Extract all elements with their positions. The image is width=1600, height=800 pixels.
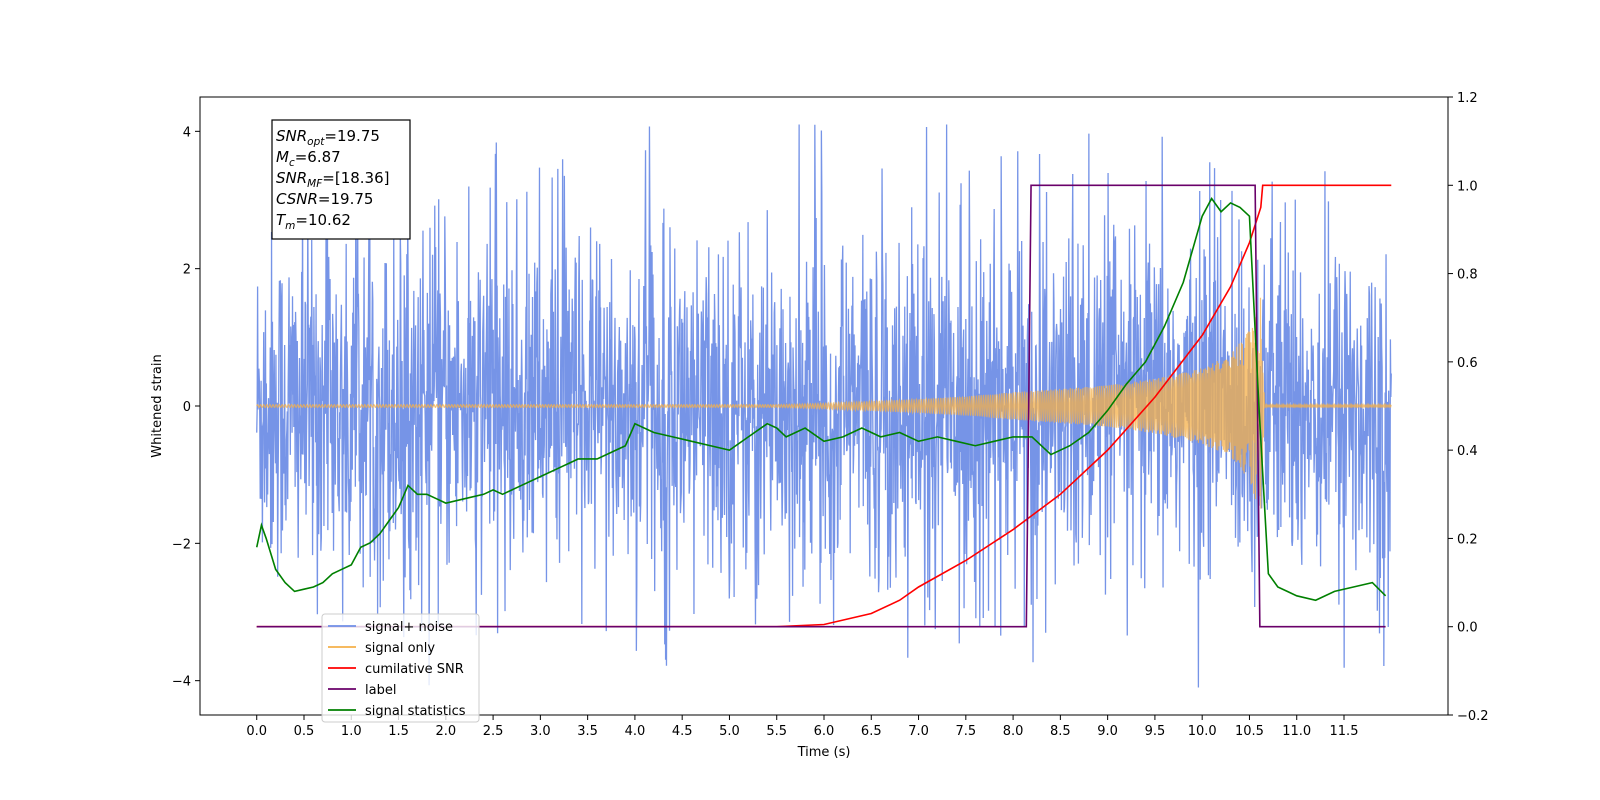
x-tick-label: 3.0: [530, 724, 551, 739]
y-right-tick-label: 0.4: [1457, 444, 1478, 459]
x-tick-label: 0.0: [246, 724, 267, 739]
y-left-tick-label: 0: [183, 400, 191, 415]
annotation-box: SNRopt=19.75Mc=6.87SNRMF=[18.36]CSNR=19.…: [271, 119, 411, 240]
legend-entry: label: [365, 683, 396, 698]
legend-entry: cumilative SNR: [365, 662, 464, 677]
y-right-tick-label: 0.6: [1457, 356, 1478, 371]
y-axis-label: Whitened strain: [150, 354, 165, 457]
y-axis-left: −4 −2 0 2 4: [172, 125, 200, 690]
x-tick-label: 8.0: [1003, 724, 1024, 739]
y-right-tick-label: 0.8: [1457, 268, 1478, 283]
x-tick-label: 9.5: [1145, 724, 1166, 739]
plot-area: [255, 124, 1392, 688]
annotation-frame: [271, 119, 411, 240]
x-tick-label: 1.0: [341, 724, 362, 739]
x-tick-label: 7.0: [908, 724, 929, 739]
y-left-tick-label: 4: [183, 125, 191, 140]
legend-frame: [321, 613, 480, 723]
series-signal-only: [256, 297, 1392, 509]
legend-entry: signal only: [365, 641, 435, 656]
x-tick-label: 4.5: [672, 724, 693, 739]
y-axis-right: −0.2 0.0 0.2 0.4 0.6 0.8 1.0 1.2: [1448, 91, 1489, 724]
annotation-line: Mc=6.87: [276, 148, 341, 169]
series-signal-statistics: [255, 197, 1387, 602]
legend-entry: signal statistics: [365, 704, 466, 719]
y-left-tick-label: −2: [172, 537, 191, 552]
x-tick-label: 2.5: [483, 724, 504, 739]
x-tick-label: 6.0: [814, 724, 835, 739]
y-right-tick-label: −0.2: [1457, 709, 1489, 724]
x-tick-label: 3.5: [577, 724, 598, 739]
x-tick-label: 0.5: [294, 724, 315, 739]
legend-entry: signal+ noise: [365, 620, 453, 635]
x-axis-label: Time (s): [797, 745, 851, 760]
y-right-tick-label: 1.2: [1457, 91, 1478, 106]
annotation-line: CSNR=19.75: [276, 190, 373, 208]
annotation-line: SNRopt=19.75: [276, 127, 380, 148]
annotation-line: Tm=10.62: [276, 211, 351, 232]
x-axis: 0.0 0.5 1.0 1.5 2.0 2.5 3.0 3.5 4.0 4.5 5.0 5.5 6.0 6…: [246, 715, 1358, 739]
y-left-tick-label: −4: [172, 675, 191, 690]
y-right-tick-label: 0.0: [1457, 621, 1478, 636]
series-label: [256, 184, 1386, 628]
x-tick-label: 9.0: [1097, 724, 1118, 739]
y-right-tick-label: 0.2: [1457, 532, 1478, 547]
x-tick-label: 10.5: [1235, 724, 1264, 739]
annotation-line: SNRMF=[18.36]: [276, 169, 390, 190]
series-cumulative-snr: [256, 184, 1392, 628]
y-left-tick-label: 2: [183, 263, 191, 278]
x-tick-label: 7.5: [955, 724, 976, 739]
y-right-tick-label: 1.0: [1457, 179, 1478, 194]
x-tick-label: 6.5: [861, 724, 882, 739]
x-tick-label: 2.0: [435, 724, 456, 739]
x-tick-label: 10.0: [1188, 724, 1217, 739]
x-tick-label: 5.0: [719, 724, 740, 739]
x-tick-label: 11.5: [1330, 724, 1359, 739]
legend: signal+ noise signal only cumilative SNR la…: [321, 613, 480, 723]
x-tick-label: 11.0: [1282, 724, 1311, 739]
x-tick-label: 5.5: [766, 724, 787, 739]
x-tick-label: 1.5: [388, 724, 409, 739]
x-tick-label: 8.5: [1050, 724, 1071, 739]
x-tick-label: 4.0: [625, 724, 646, 739]
